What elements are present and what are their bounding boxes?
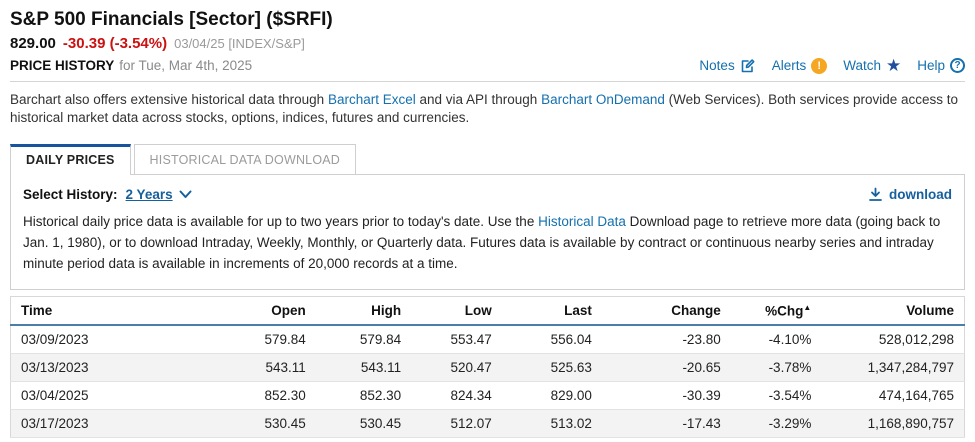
watch-link[interactable]: Watch ★ xyxy=(843,57,901,74)
desc-text-1: Historical daily price data is available… xyxy=(23,214,539,230)
col-header-pctchg[interactable]: %Chg▲ xyxy=(730,296,822,326)
table-row: 03/09/2023 579.84 579.84 553.47 556.04 -… xyxy=(10,324,965,354)
tab-bar: DAILY PRICES HISTORICAL DATA DOWNLOAD xyxy=(10,144,965,176)
notes-link[interactable]: Notes xyxy=(699,58,755,74)
col-header-open[interactable]: Open xyxy=(215,296,316,326)
cell-open: 530.45 xyxy=(215,409,316,438)
cell-high: 852.30 xyxy=(315,381,412,410)
page-subtitle: for Tue, Mar 4th, 2025 xyxy=(119,58,253,73)
table-row: 03/04/2025 852.30 852.30 824.34 829.00 -… xyxy=(10,381,965,410)
panel-toolbar: Select History: 2 Years download xyxy=(23,187,952,202)
watch-label: Watch xyxy=(843,58,881,73)
cell-volume: 474,164,765 xyxy=(821,381,965,410)
desc-text-2: Download page to retrieve more data (goi… xyxy=(23,214,941,272)
daily-prices-panel: Select History: 2 Years download Histori… xyxy=(10,174,965,291)
barchart-excel-link[interactable]: Barchart Excel xyxy=(327,92,416,107)
header-actions: Notes Alerts ! Watch ★ Help ? xyxy=(699,57,965,74)
help-link[interactable]: Help ? xyxy=(917,58,965,73)
select-history-group: Select History: 2 Years xyxy=(23,187,192,202)
cell-last: 513.02 xyxy=(501,409,602,438)
cell-volume: 1,168,890,757 xyxy=(821,409,965,438)
download-button[interactable]: download xyxy=(868,187,952,202)
intro-text-3: (Web Services). Both services provide ac… xyxy=(10,92,959,126)
sort-asc-icon: ▲ xyxy=(803,303,812,313)
cell-pctchg: -3.54% xyxy=(730,381,822,410)
cell-time: 03/04/2025 xyxy=(10,381,216,410)
symbol-title: S&P 500 Financials [Sector] ($SRFI) xyxy=(10,9,333,30)
cell-open: 852.30 xyxy=(215,381,316,410)
intro-text-2: and via API through xyxy=(415,92,542,107)
cell-high: 543.11 xyxy=(315,353,412,382)
download-label: download xyxy=(889,187,952,203)
table-header-row: Time Open High Low Last Change %Chg▲ Vol… xyxy=(10,296,965,326)
cell-change: -20.65 xyxy=(601,353,731,382)
col-header-high[interactable]: High xyxy=(315,296,412,326)
cell-volume: 528,012,298 xyxy=(821,324,965,354)
cell-last: 525.63 xyxy=(501,353,602,382)
cell-high: 579.84 xyxy=(315,324,412,354)
alerts-label: Alerts xyxy=(771,58,807,73)
notes-label: Notes xyxy=(699,58,735,73)
cell-pctchg: -3.29% xyxy=(730,409,822,438)
intro-text-1: Barchart also offers extensive historica… xyxy=(10,92,328,107)
alerts-link[interactable]: Alerts ! xyxy=(771,57,828,74)
page-title: PRICE HISTORY xyxy=(10,58,115,73)
cell-last: 829.00 xyxy=(501,381,602,410)
historical-data-link[interactable]: Historical Data xyxy=(538,214,626,230)
cell-pctchg: -4.10% xyxy=(730,324,822,354)
history-range-dropdown[interactable]: 2 Years xyxy=(126,187,192,202)
cell-last: 556.04 xyxy=(501,324,602,354)
help-label: Help xyxy=(917,58,945,73)
quote-meta: 03/04/25 [INDEX/S&P] xyxy=(174,36,305,51)
tab-historical-data-download[interactable]: HISTORICAL DATA DOWNLOAD xyxy=(133,144,357,175)
cell-time: 03/13/2023 xyxy=(10,353,216,382)
cell-change: -30.39 xyxy=(601,381,731,410)
cell-time: 03/09/2023 xyxy=(10,324,216,354)
cell-time: 03/17/2023 xyxy=(10,409,216,438)
cell-open: 543.11 xyxy=(215,353,316,382)
col-header-low[interactable]: Low xyxy=(411,296,502,326)
cell-pctchg: -3.78% xyxy=(730,353,822,382)
cell-low: 520.47 xyxy=(411,353,502,382)
price-change: -30.39 (-3.54%) xyxy=(62,35,168,52)
last-price: 829.00 xyxy=(10,35,56,52)
cell-change: -17.43 xyxy=(601,409,731,438)
cell-change: -23.80 xyxy=(601,324,731,354)
page: S&P 500 Financials [Sector] ($SRFI) 829.… xyxy=(0,9,975,438)
col-header-volume[interactable]: Volume xyxy=(821,296,965,326)
download-icon xyxy=(869,188,882,202)
cell-low: 553.47 xyxy=(411,324,502,354)
cell-low: 824.34 xyxy=(411,381,502,410)
alert-badge-icon: ! xyxy=(811,57,828,74)
chevron-down-icon xyxy=(179,190,192,199)
price-history-table: Time Open High Low Last Change %Chg▲ Vol… xyxy=(10,296,965,438)
col-header-change[interactable]: Change xyxy=(601,296,731,326)
panel-description: Historical daily price data is available… xyxy=(23,212,952,275)
tab-daily-prices[interactable]: DAILY PRICES xyxy=(10,144,131,176)
col-header-time[interactable]: Time xyxy=(10,296,216,326)
history-range-value: 2 Years xyxy=(125,187,173,203)
cell-open: 579.84 xyxy=(215,324,316,354)
table-row: 03/13/2023 543.11 543.11 520.47 525.63 -… xyxy=(10,353,965,382)
help-circle-icon: ? xyxy=(950,58,965,73)
page-bar: PRICE HISTORY for Tue, Mar 4th, 2025 Not… xyxy=(10,57,965,82)
table-row: 03/17/2023 530.45 530.45 512.07 513.02 -… xyxy=(10,409,965,438)
notes-edit-icon xyxy=(741,58,755,72)
page-title-group: PRICE HISTORY for Tue, Mar 4th, 2025 xyxy=(10,58,252,73)
cell-high: 530.45 xyxy=(315,409,412,438)
barchart-ondemand-link[interactable]: Barchart OnDemand xyxy=(541,92,665,107)
col-header-last[interactable]: Last xyxy=(501,296,602,326)
intro-paragraph: Barchart also offers extensive historica… xyxy=(10,91,965,127)
quote-line: 829.00 -30.39 (-3.54%) 03/04/25 [INDEX/S… xyxy=(10,35,965,52)
cell-volume: 1,347,284,797 xyxy=(821,353,965,382)
cell-low: 512.07 xyxy=(411,409,502,438)
star-icon: ★ xyxy=(885,56,902,75)
select-history-label: Select History: xyxy=(23,187,118,203)
